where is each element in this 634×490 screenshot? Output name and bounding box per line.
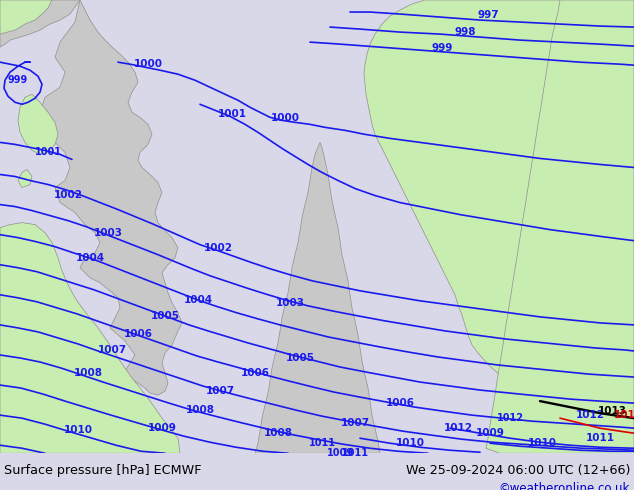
- Text: 1003: 1003: [276, 298, 304, 308]
- Text: 1004: 1004: [75, 253, 105, 263]
- Text: 1008: 1008: [186, 405, 214, 415]
- Text: 1009: 1009: [148, 423, 176, 433]
- Text: 1007: 1007: [340, 418, 370, 428]
- Polygon shape: [18, 94, 58, 154]
- Text: 1011: 1011: [309, 438, 335, 448]
- Text: 1006: 1006: [240, 368, 269, 378]
- Text: 1000: 1000: [134, 59, 162, 69]
- Text: 1001: 1001: [217, 109, 247, 120]
- Text: 1010: 1010: [396, 438, 425, 448]
- Text: 1001: 1001: [34, 147, 61, 157]
- Text: 998: 998: [454, 27, 476, 37]
- Text: Surface pressure [hPa] ECMWF: Surface pressure [hPa] ECMWF: [4, 464, 202, 477]
- Text: 1014: 1014: [614, 410, 634, 420]
- Text: 1012: 1012: [444, 423, 472, 433]
- Polygon shape: [0, 0, 80, 47]
- Text: 1002: 1002: [53, 190, 82, 199]
- Text: 1002: 1002: [204, 243, 233, 253]
- Text: 1012: 1012: [576, 410, 604, 420]
- Text: 1010: 1010: [63, 425, 93, 435]
- Text: 1011: 1011: [342, 448, 368, 458]
- Text: 999: 999: [431, 43, 453, 53]
- Text: 1008: 1008: [264, 428, 292, 438]
- Polygon shape: [0, 0, 52, 34]
- Text: ©weatheronline.co.uk: ©weatheronline.co.uk: [498, 482, 630, 490]
- Text: 1013: 1013: [597, 406, 626, 416]
- Text: 999: 999: [8, 75, 28, 85]
- Text: 1010: 1010: [527, 438, 557, 448]
- Text: 1011: 1011: [586, 433, 614, 443]
- Text: 1005: 1005: [285, 353, 314, 363]
- Polygon shape: [364, 0, 634, 453]
- Text: 1003: 1003: [93, 228, 122, 238]
- Text: 997: 997: [477, 10, 499, 20]
- Text: 1008: 1008: [74, 368, 103, 378]
- Polygon shape: [18, 170, 32, 188]
- Text: 1005: 1005: [150, 311, 179, 321]
- Text: 1006: 1006: [124, 329, 153, 339]
- Text: 1007: 1007: [205, 386, 235, 396]
- Text: 1009: 1009: [476, 428, 505, 438]
- Polygon shape: [255, 143, 380, 453]
- Text: 1009: 1009: [327, 448, 354, 458]
- Text: 1012: 1012: [496, 413, 524, 423]
- Polygon shape: [40, 0, 182, 395]
- Text: 1007: 1007: [98, 345, 127, 355]
- Polygon shape: [486, 0, 634, 453]
- Text: 1000: 1000: [271, 113, 299, 123]
- Polygon shape: [0, 222, 180, 453]
- Text: 1006: 1006: [385, 398, 415, 408]
- Text: 1004: 1004: [183, 295, 212, 305]
- Text: We 25-09-2024 06:00 UTC (12+66): We 25-09-2024 06:00 UTC (12+66): [406, 464, 630, 477]
